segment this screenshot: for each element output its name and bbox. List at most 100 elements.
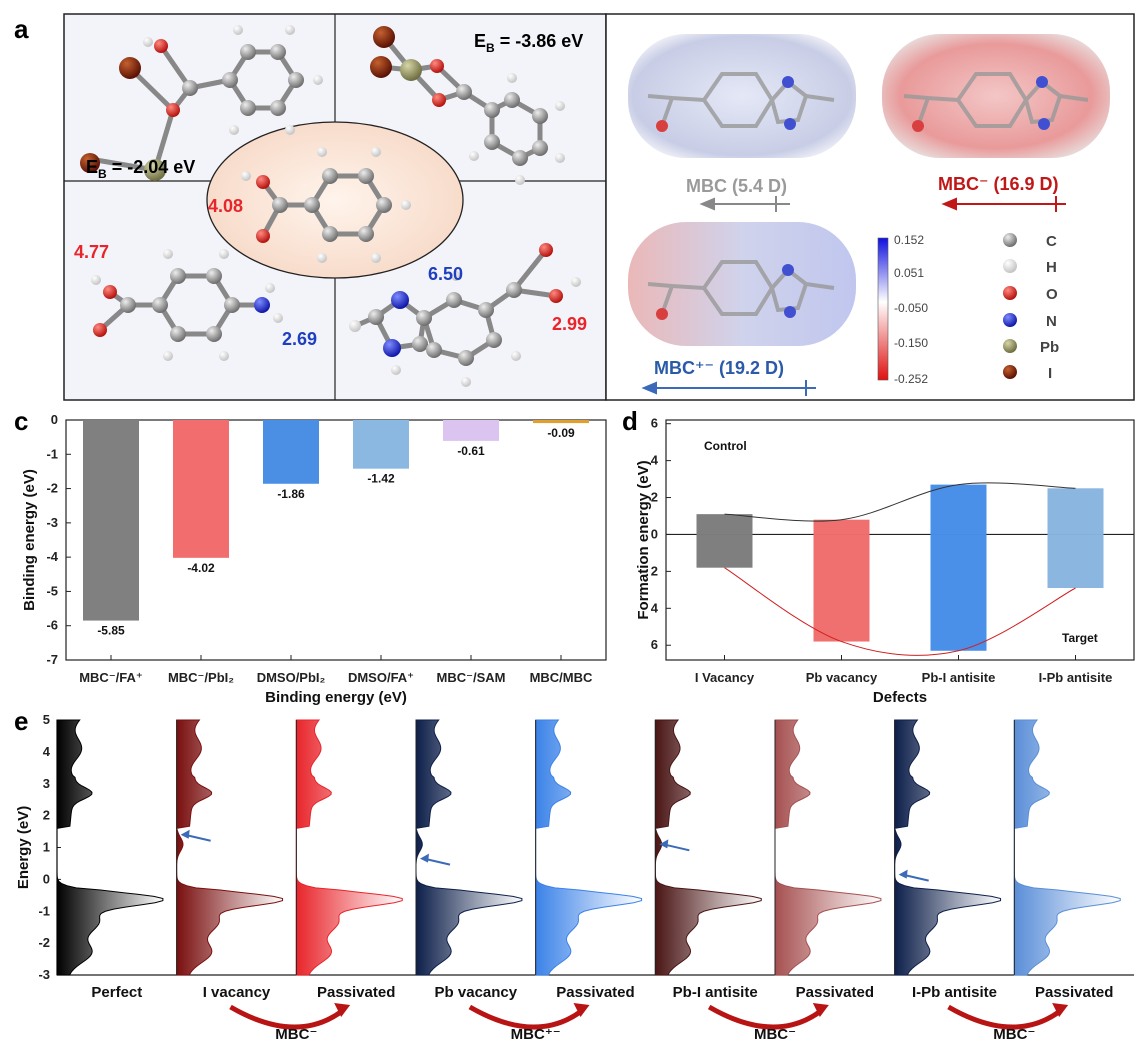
chart-d-frame — [665, 419, 1135, 661]
chart-c-ytick-label: -3 — [46, 515, 58, 530]
chart-c-data-label: -5.85 — [97, 624, 125, 638]
chart-c-ytick-label: -6 — [46, 618, 58, 633]
esp-mbc-plus-minus — [628, 222, 856, 346]
eb-top-right: EB = -3.86 eV — [474, 31, 583, 55]
chart-c-ylabel: Binding energy (eV) — [21, 469, 38, 611]
chart-e-dos-column — [175, 719, 284, 976]
cbar-tick-4: -0.252 — [894, 372, 928, 386]
chart-e-dos-column — [774, 719, 882, 976]
chart-e-dos-column — [893, 719, 1002, 976]
chart-c-bar — [353, 420, 409, 469]
atom-legend: C H O N Pb I — [1003, 233, 1059, 382]
dipole-arrow-mbc-minus — [941, 196, 1066, 212]
chart-e-dos-column — [415, 719, 523, 976]
chart-e-passivator-label: MBC⁻ — [754, 1026, 796, 1043]
chart-e-defect-arrowhead — [898, 869, 908, 879]
panel-label-d: d — [622, 406, 638, 436]
colorbar-ticks: 0.152 0.051 -0.050 -0.150 -0.252 — [894, 233, 928, 386]
chart-c-ytick-label: -7 — [46, 652, 58, 667]
chart-e-ytick-label: 0 — [43, 871, 50, 886]
chart-c-data-label: -4.02 — [187, 561, 215, 575]
chart-c-xtick-label: MBC⁻/SAM — [437, 670, 506, 685]
chart-d-ytick-label: 4 — [651, 453, 659, 468]
bl-red-value: 4.77 — [74, 242, 109, 262]
chart-d-ytick-label: 2 — [651, 490, 658, 505]
chart-e-passivator-label: MBC⁺⁻ — [511, 1026, 561, 1043]
esp-colorbar — [877, 237, 889, 381]
chart-e: 5 4 3 2 1 0 -1 -2 -3 Energy (eV) Perfect I vacancy P… — [15, 712, 1134, 1043]
chart-e-ytick-label: -3 — [38, 967, 50, 982]
chart-c-bar — [533, 420, 589, 424]
chart-c-data-label: -0.09 — [547, 426, 575, 440]
chart-e-defect-arrowhead — [659, 839, 669, 849]
chart-e-passivation-arrow — [947, 1004, 1062, 1030]
chart-c-xtick-label: DMSO/PbI₂ — [257, 670, 326, 685]
chart-d-bar-target — [1047, 534, 1104, 588]
chart-d-bar-control — [696, 514, 753, 535]
chart-d-xlabel: Defects — [873, 689, 927, 706]
chart-e-ytick-label: 3 — [43, 776, 50, 791]
chart-e-ylabel: Energy (eV) — [15, 806, 32, 889]
chart-d-ytick-label: 2 — [651, 563, 658, 578]
chart-c-data-label: -1.86 — [277, 487, 305, 501]
chart-e-column-label: Passivated — [556, 984, 634, 1001]
legend-pb: Pb — [1040, 339, 1059, 356]
chart-c-bar — [263, 420, 319, 484]
chart-e-defect-arrowhead — [420, 853, 429, 863]
legend-o: O — [1046, 286, 1058, 303]
legend-c: C — [1046, 233, 1057, 250]
chart-c-bar — [443, 420, 499, 441]
center-value: 4.08 — [208, 196, 243, 216]
chart-d-bar-target — [930, 534, 987, 651]
chart-e-defect-arrowhead — [180, 829, 190, 839]
chart-d-ylabel: Formation energy (eV) — [635, 460, 652, 619]
panel-b: MBC (5.4 D) MBC⁻ (16.9 D) — [605, 13, 1135, 401]
chart-d-target-label: Target — [1062, 631, 1098, 645]
chart-e-ytick-label: -2 — [38, 935, 50, 950]
chart-d-xtick-label: I Vacancy — [695, 670, 755, 685]
dipole-arrow-mbc-pm — [641, 380, 816, 396]
cbar-tick-1: 0.051 — [894, 266, 924, 280]
mbc-pm-label: MBC⁺⁻ (19.2 D) — [654, 358, 784, 378]
legend-h: H — [1046, 259, 1057, 276]
chart-e-ytick-label: 5 — [43, 712, 50, 727]
chart-c: 0 -1 -2 -3 -4 -5 -6 -7 -5.85 MBC⁻/FA⁺ -4.02 MBC⁻/Pb… — [21, 412, 607, 706]
chart-e-dos-column — [1013, 719, 1121, 976]
chart-e-passivation-arrowhead — [334, 1003, 351, 1017]
chart-e-dos-column — [295, 719, 403, 976]
chart-e-passivation-arrowhead — [812, 1003, 829, 1017]
chart-c-xtick-label: MBC⁻/PbI₂ — [168, 670, 234, 685]
bl-blue-value: 2.69 — [282, 329, 317, 349]
panel-label-a: a — [14, 14, 29, 44]
dipole-arrow-mbc — [699, 196, 790, 212]
chart-d-control-label: Control — [704, 439, 747, 453]
cbar-tick-2: -0.050 — [894, 301, 928, 315]
chart-e-dos-column — [654, 719, 762, 976]
chart-c-data-label: -1.42 — [367, 472, 395, 486]
chart-d-control-curve — [724, 482, 1076, 522]
chart-e-ytick-label: 1 — [43, 840, 50, 855]
chart-e-passivator-label: MBC⁻ — [275, 1026, 317, 1043]
chart-c-xtick-label: DMSO/FA⁺ — [348, 670, 414, 685]
chart-e-column-label: Passivated — [796, 984, 874, 1001]
chart-d-ytick-label: 0 — [651, 526, 658, 541]
chart-c-xlabel: Binding energy (eV) — [265, 689, 407, 706]
chart-e-column-label: Passivated — [317, 984, 395, 1001]
chart-e-passivator-label: MBC⁻ — [993, 1026, 1035, 1043]
chart-d-bar-control — [813, 519, 870, 535]
chart-e-ytick-label: -1 — [38, 903, 50, 918]
legend-n: N — [1046, 313, 1057, 330]
esp-mbc-minus — [882, 34, 1110, 158]
legend-i: I — [1048, 365, 1052, 382]
chart-c-xtick-label: MBC⁻/FA⁺ — [79, 670, 143, 685]
chart-d-ytick-label: 6 — [651, 416, 658, 431]
esp-mbc — [628, 34, 856, 158]
chart-e-passivation-arrow — [707, 1004, 823, 1030]
chart-e-column-label: I-Pb antisite — [912, 984, 997, 1001]
chart-e-ytick-label: 2 — [43, 808, 50, 823]
chart-c-bar — [83, 420, 139, 621]
chart-d-ytick-label: 6 — [651, 637, 658, 652]
eb-top-left: EB = -2.04 eV — [86, 157, 195, 181]
chart-c-frame — [65, 419, 607, 661]
